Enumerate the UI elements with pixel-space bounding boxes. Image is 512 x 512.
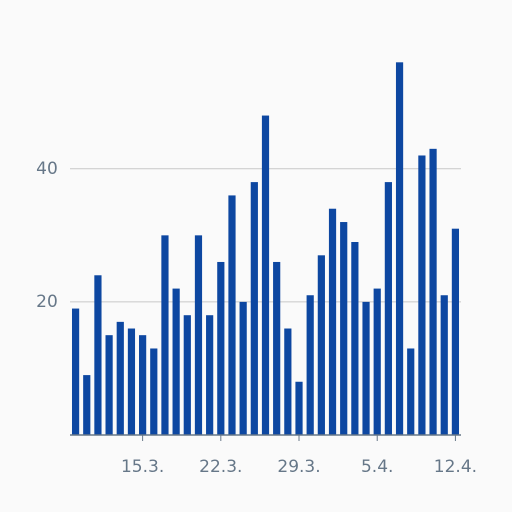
bar [161, 235, 169, 435]
bar [150, 348, 158, 435]
bar [340, 222, 348, 435]
bar [418, 155, 426, 435]
bar [250, 182, 258, 435]
bar [83, 375, 91, 435]
bar [362, 301, 370, 435]
bar [451, 228, 460, 435]
bar [328, 208, 337, 435]
bar [206, 315, 214, 435]
bar [284, 328, 292, 435]
bar [351, 242, 359, 435]
x-tick-label: 5.4. [361, 457, 393, 477]
bar [194, 235, 203, 435]
bar [116, 321, 124, 435]
bar [228, 195, 236, 435]
bar [395, 62, 404, 436]
bar [172, 288, 180, 435]
bar [306, 295, 314, 435]
x-tick-label: 15.3. [121, 457, 164, 477]
bar [94, 275, 102, 435]
bar [105, 335, 113, 435]
bar [239, 301, 247, 435]
x-tick-label: 22.3. [199, 457, 242, 477]
bar [429, 148, 437, 436]
bar [373, 288, 381, 435]
bar [261, 115, 270, 435]
bar [317, 255, 325, 435]
bar [183, 315, 191, 435]
y-tick-label: 40 [36, 159, 58, 179]
bar [71, 308, 80, 435]
bar [273, 261, 281, 435]
bar [440, 295, 448, 435]
bar [384, 182, 392, 435]
y-tick-label: 20 [36, 292, 58, 312]
x-tick-label: 12.4. [434, 457, 477, 477]
bar [127, 328, 136, 435]
bar [295, 381, 303, 435]
bar [139, 335, 147, 435]
bar [407, 348, 415, 435]
bar [217, 261, 225, 435]
x-tick-label: 29.3. [277, 457, 320, 477]
